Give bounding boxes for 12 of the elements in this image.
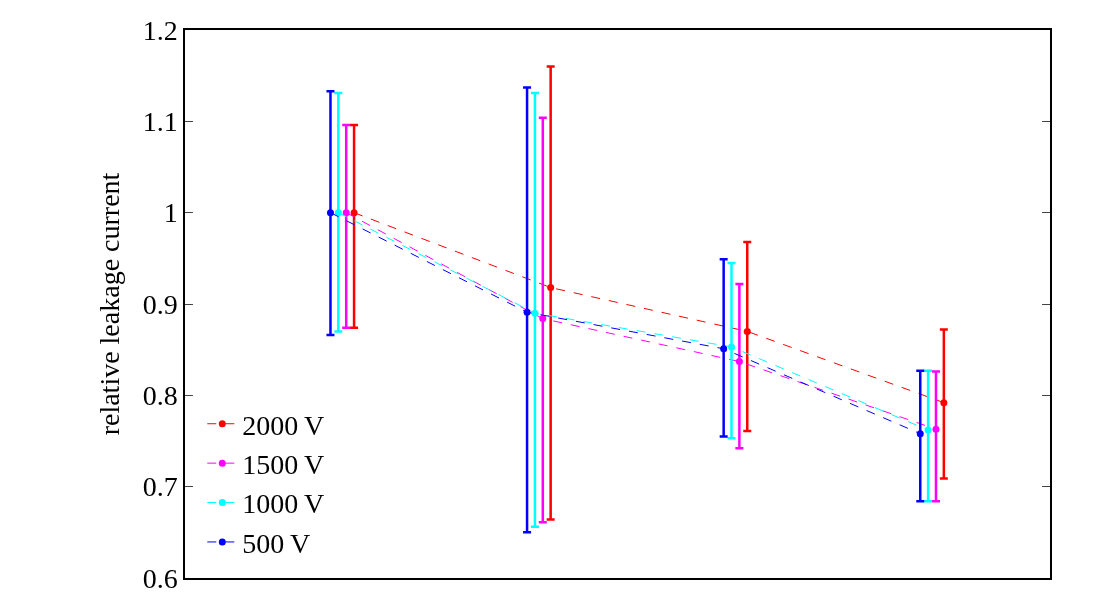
legend-label: 1000 V <box>242 488 325 520</box>
y-tick-label: 0.7 <box>142 471 178 503</box>
y-tick-label: 1 <box>163 197 178 229</box>
y-tick-label: 0.9 <box>142 288 178 320</box>
legend-label: 1500 V <box>242 449 325 481</box>
y-tick-label: 1.1 <box>142 106 178 138</box>
legend-label: 2000 V <box>242 409 325 441</box>
y-axis-title: relative leakage current <box>93 172 125 436</box>
legend-label: 500 V <box>242 527 311 559</box>
y-tick-label: 0.8 <box>142 380 178 412</box>
y-tick-label: 0.6 <box>142 562 178 594</box>
y-tick-label: 1.2 <box>142 14 178 46</box>
